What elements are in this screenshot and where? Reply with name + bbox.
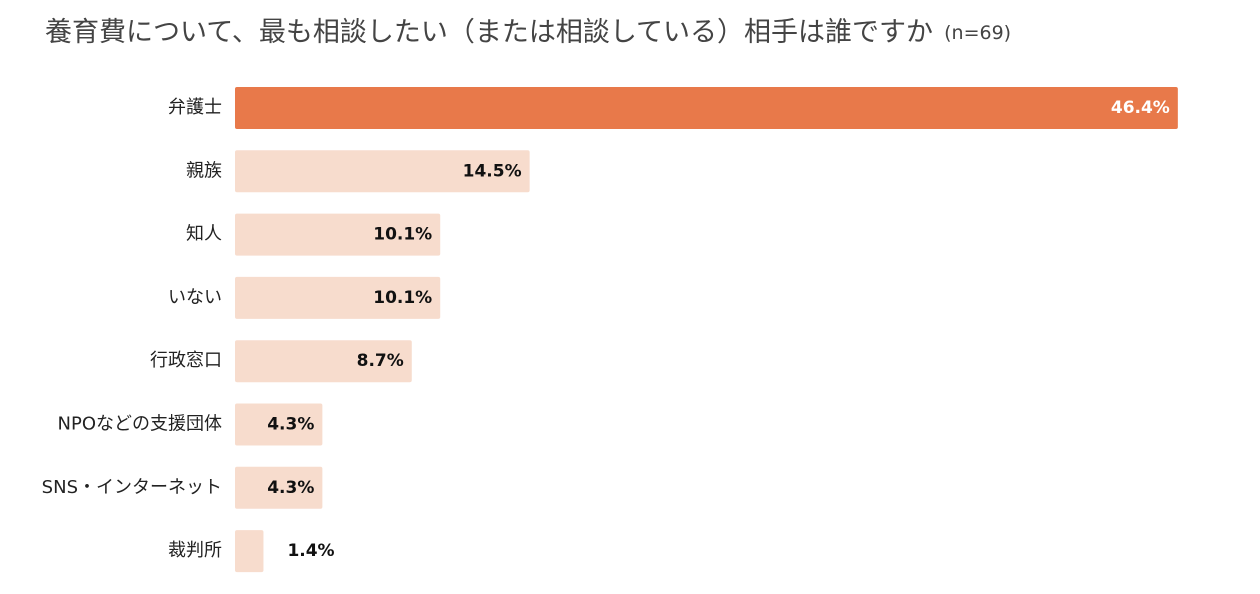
- category-label: 裁判所: [168, 540, 222, 561]
- category-label: NPOなどの支援団体: [58, 414, 223, 435]
- value-label: 10.1%: [373, 288, 432, 308]
- category-label: 知人: [186, 224, 222, 245]
- chart-subtitle: (n=69): [944, 22, 1011, 44]
- bar: [235, 213, 441, 256]
- bar: [235, 403, 323, 446]
- category-label: 行政窓口: [150, 350, 222, 371]
- bar: [235, 87, 1178, 129]
- category-label: SNS・インターネット: [42, 477, 222, 498]
- chart-title: 養育費について、最も相談したい（または相談している）相手は誰ですか: [45, 17, 933, 48]
- bar: [235, 150, 530, 193]
- value-label: 4.3%: [267, 478, 314, 498]
- value-label: 8.7%: [357, 351, 404, 371]
- value-label: 4.3%: [267, 415, 314, 435]
- bar: [235, 466, 323, 509]
- bar: [235, 530, 264, 573]
- value-label: 10.1%: [373, 225, 432, 245]
- chart-title-group: 養育費について、最も相談したい（または相談している）相手は誰ですか (n=69): [45, 17, 1011, 48]
- category-label: いない: [168, 287, 222, 308]
- value-label: 46.4%: [1111, 98, 1170, 118]
- bar: [235, 276, 441, 319]
- value-label: 1.4%: [287, 541, 334, 561]
- value-label: 14.5%: [463, 161, 522, 181]
- category-label: 親族: [186, 160, 222, 181]
- bar: [235, 340, 412, 383]
- category-label: 弁護士: [168, 97, 222, 118]
